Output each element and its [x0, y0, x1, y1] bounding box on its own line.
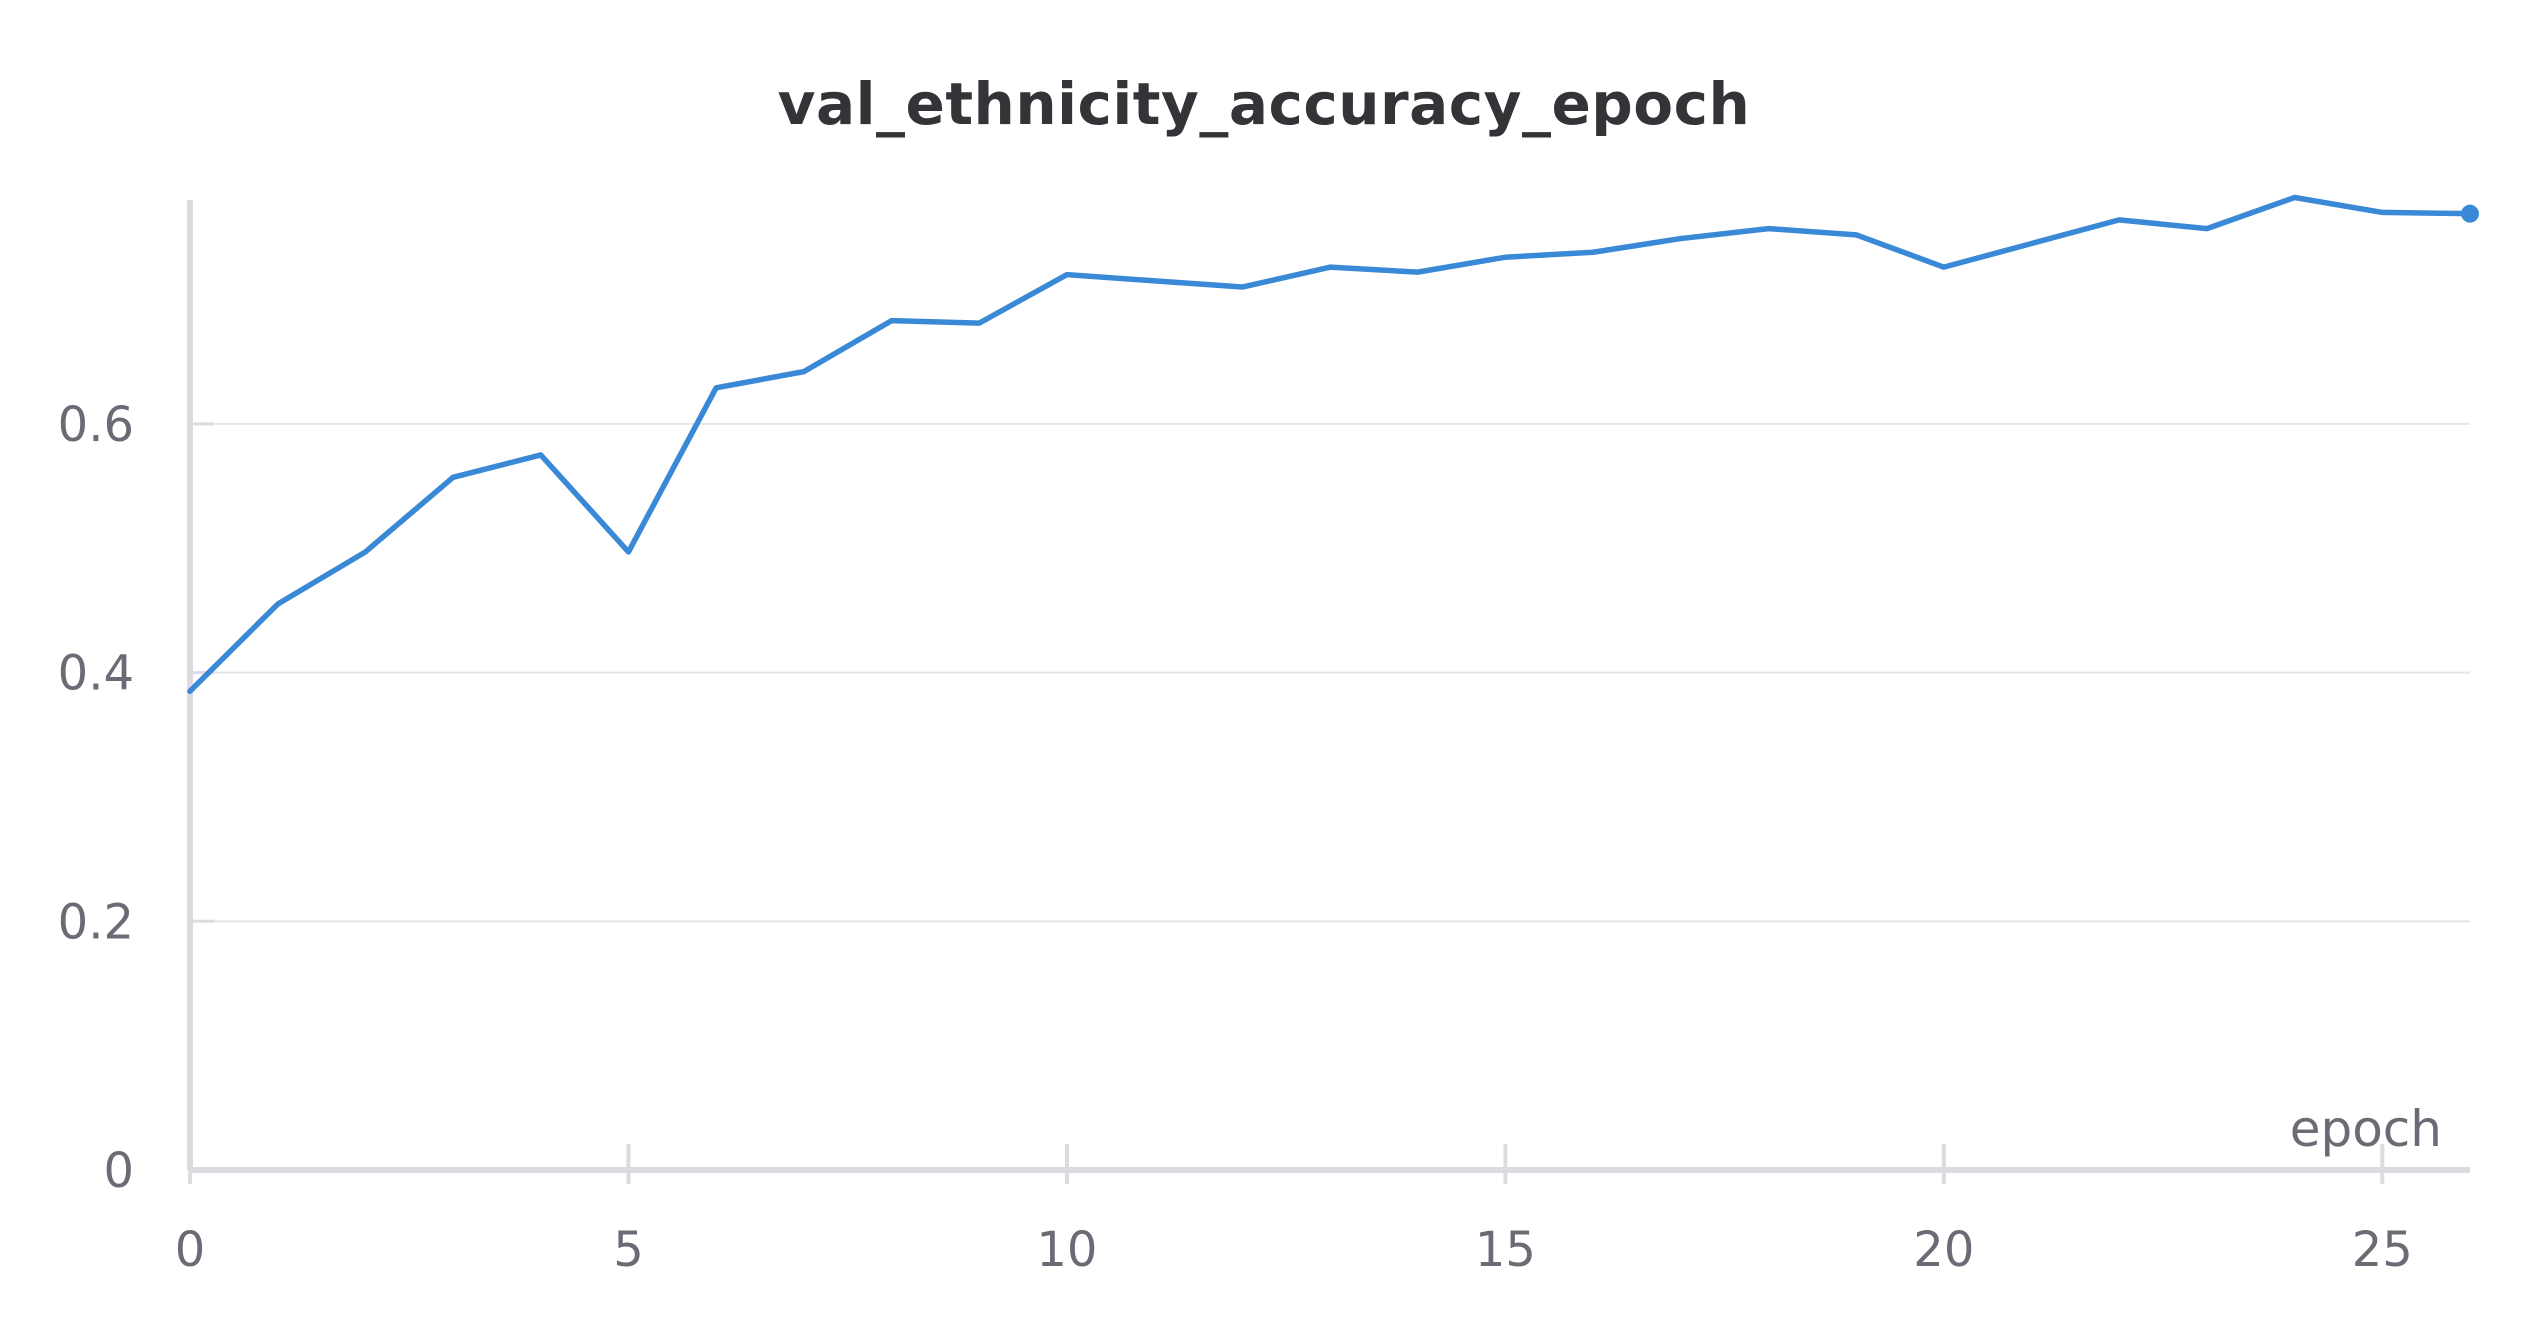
series-end-point	[2461, 204, 2479, 223]
series	[187, 194, 2479, 694]
labels: 0 0.2 0.4 0.6 0 5 10 15 20 25 epoch	[58, 397, 2442, 1278]
y-tick-label: 0.6	[58, 397, 134, 453]
y-tick-label: 0	[103, 1143, 134, 1199]
y-tick-label: 0.4	[58, 646, 134, 702]
x-axis-label: epoch	[2290, 1100, 2442, 1158]
x-tick-label: 0	[175, 1222, 206, 1278]
axes	[187, 200, 2470, 1184]
x-tick-label: 10	[1036, 1222, 1097, 1278]
x-tick-label: 5	[613, 1222, 644, 1278]
y-tick-label: 0.2	[58, 894, 134, 950]
gridlines	[190, 422, 2470, 923]
x-tick-label: 15	[1475, 1222, 1536, 1278]
x-tick-label: 25	[2352, 1222, 2413, 1278]
x-tick-label: 20	[1913, 1222, 1974, 1278]
chart-title: val_ethnicity_accuracy_epoch	[777, 70, 1751, 138]
series-line	[187, 194, 2473, 694]
